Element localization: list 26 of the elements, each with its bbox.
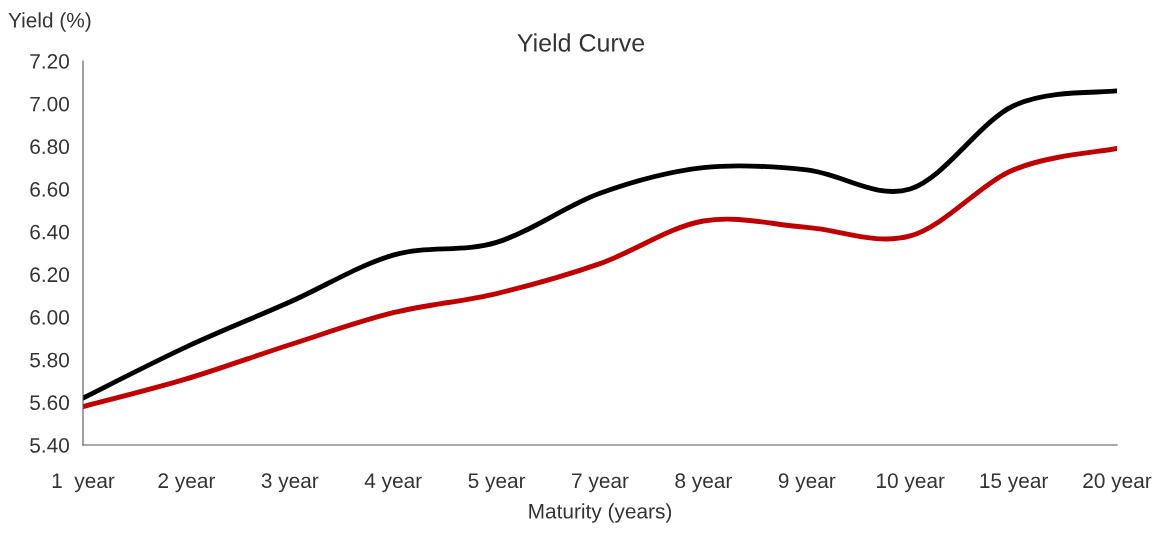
line-series — [83, 88, 1117, 401]
line-series — [83, 146, 1117, 410]
y-axis-title: Yield (%) — [8, 12, 91, 32]
x-tick-label: 4 year — [364, 473, 422, 493]
y-tick-label: 6.20 — [30, 267, 69, 283]
y-tick-label: 6.00 — [30, 310, 69, 325]
x-tick-label: 5 year — [468, 473, 526, 493]
chart-title: Yield Curve — [517, 33, 645, 52]
x-tick-label: 1 year — [52, 473, 115, 493]
y-tick-label: 6.60 — [30, 182, 69, 197]
x-tick-label: 10 year — [877, 473, 945, 493]
y-tick-label: 6.80 — [30, 139, 69, 155]
y-tick-label: 5.40 — [30, 438, 69, 453]
x-tick-label: 15 year — [980, 473, 1048, 493]
x-tick-label: 8 year — [675, 473, 733, 493]
x-tick-label: 7 year — [572, 473, 629, 493]
x-tick-label: 9 year — [778, 473, 836, 493]
y-tick-label: 5.80 — [30, 352, 69, 368]
x-tick-label: 2 year — [158, 473, 216, 493]
y-tick-label: 7.20 — [30, 54, 69, 69]
x-tick-label: 20 year — [1083, 473, 1152, 493]
x-axis-title: Maturity (years) — [529, 503, 672, 523]
y-tick-label: 7.00 — [30, 96, 69, 112]
y-tick-label: 5.60 — [30, 395, 69, 411]
y-tick-label: 6.40 — [30, 224, 69, 240]
x-tick-label: 3 year — [261, 473, 319, 493]
